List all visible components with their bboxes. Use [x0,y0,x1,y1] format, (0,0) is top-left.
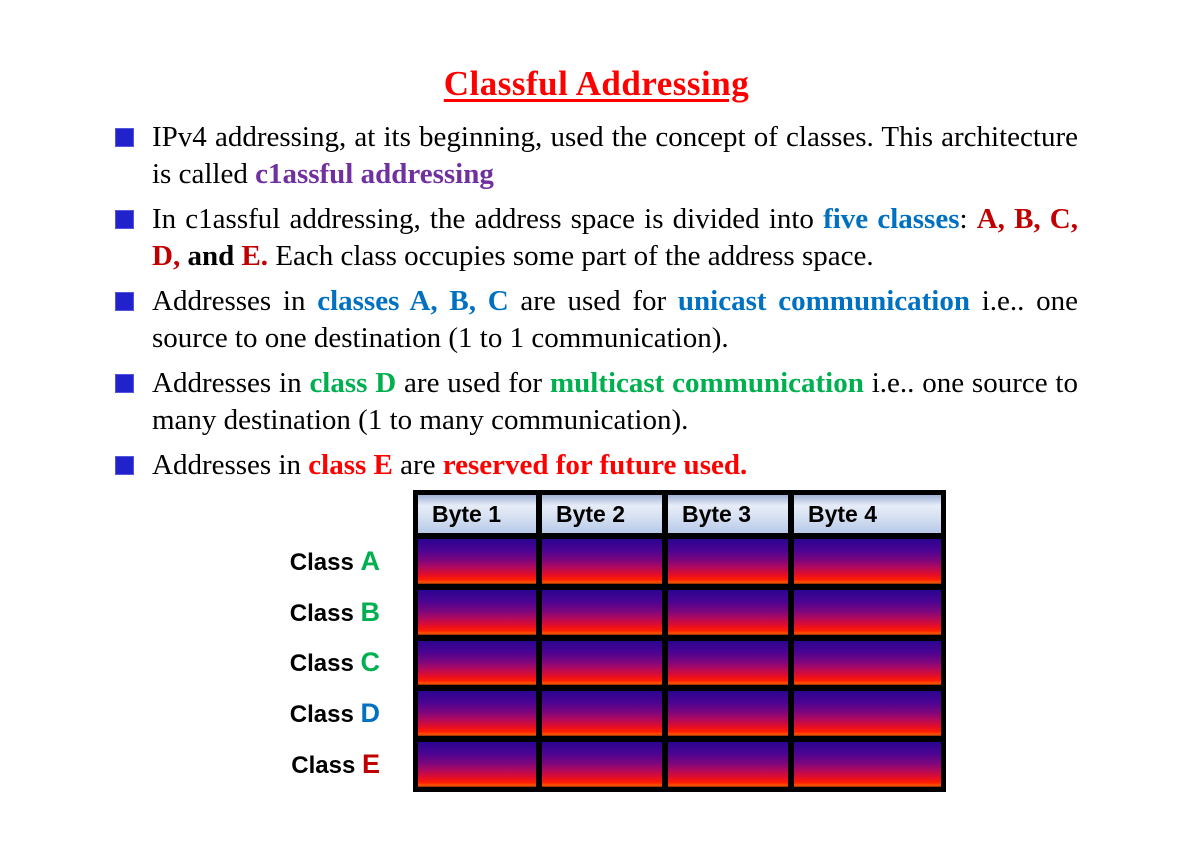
byte-header-cell: Byte 4 [794,495,941,533]
byte-header-cell: Byte 1 [418,495,536,533]
bullet-square-icon [115,374,134,393]
text-segment: class D [309,367,397,399]
byte-cell [542,742,662,787]
text-segment: Addresses in [152,449,309,481]
class-label: Class D [200,691,380,736]
byte-table: Byte 1 Byte 2 Byte 3 Byte 4 [413,490,946,792]
byte-cell [668,589,788,635]
byte-cell [794,640,941,686]
text-segment: IPv4 addressing, at its beginning, used … [152,121,1078,190]
class-label-letter: B [360,597,381,627]
bullet-square-icon [115,210,134,229]
bullet-square-icon [115,292,134,311]
byte-cell [418,742,536,787]
class-label-letter: A [360,546,381,576]
text-segment: Each class occupies some part of the add… [268,240,874,272]
byte-cell [418,589,536,635]
class-label-prefix: Class [289,650,361,677]
text-segment: five classes [823,203,960,235]
byte-cell [794,742,941,787]
bullet-square-icon [115,456,134,475]
byte-cell [668,640,788,686]
class-label-letter: E [361,749,380,779]
text-segment: c1assful addressing [255,158,494,190]
class-label: Class B [200,590,380,635]
class-label: Class A [200,539,380,584]
text-segment: Addresses in [152,285,318,317]
bullet-item: Addresses in classes A, B, C are used fo… [115,283,1078,357]
text-segment: classes A, B, C [317,285,509,317]
byte-cell [542,640,662,686]
class-label-prefix: Class [291,752,362,779]
byte-cell [542,539,662,584]
class-label-letter: D [360,698,381,728]
class-label: Class C [200,640,380,685]
byte-cell [794,589,941,635]
class-label-prefix: Class [289,701,361,728]
text-segment: In c1assful addressing, the address spac… [152,203,824,235]
class-label-prefix: Class [289,549,361,576]
bullet-list: IPv4 addressing, at its beginning, used … [115,119,1078,492]
class-label: Class E [200,742,380,787]
text-segment: i.e.. one source to one destination (1 t… [152,285,1078,354]
bullet-item: IPv4 addressing, at its beginning, used … [115,119,1078,193]
text-segment: Addresses in [152,367,310,399]
text-segment: E. [241,240,269,272]
text-segment: are used for [396,367,550,399]
text-segment: : [959,203,977,235]
byte-cell [418,640,536,686]
byte-cell [418,691,536,737]
byte-header-cell: Byte 2 [542,495,662,533]
bullet-item: In c1assful addressing, the address spac… [115,201,1078,275]
text-segment: A, B, C, D, [152,203,1079,272]
text-segment: reserved for future used. [442,449,748,481]
class-label-letter: C [360,647,381,677]
text-segment: class E [308,449,393,481]
text-segment: multicast communication [549,367,864,399]
class-label-prefix: Class [289,600,361,627]
bullet-item: Addresses in class D are used for multic… [115,365,1078,439]
byte-cell [418,539,536,584]
byte-cell [542,691,662,737]
text-segment: are used for [508,285,678,317]
byte-cell [794,691,941,737]
page-title: Classful Addressing [443,64,750,103]
text-segment: unicast communication [677,285,970,317]
byte-header-cell: Byte 3 [668,495,788,533]
text-segment: and [180,240,242,272]
byte-cell [794,539,941,584]
bullet-item: Addresses in class E are reserved for fu… [115,447,1078,484]
byte-cell [668,742,788,787]
text-segment: are [392,449,443,481]
text-segment: i.e.. one source to many destination (1 … [152,367,1078,436]
byte-cell [542,589,662,635]
byte-cell [668,539,788,584]
byte-cell [668,691,788,737]
bullet-square-icon [115,128,134,147]
